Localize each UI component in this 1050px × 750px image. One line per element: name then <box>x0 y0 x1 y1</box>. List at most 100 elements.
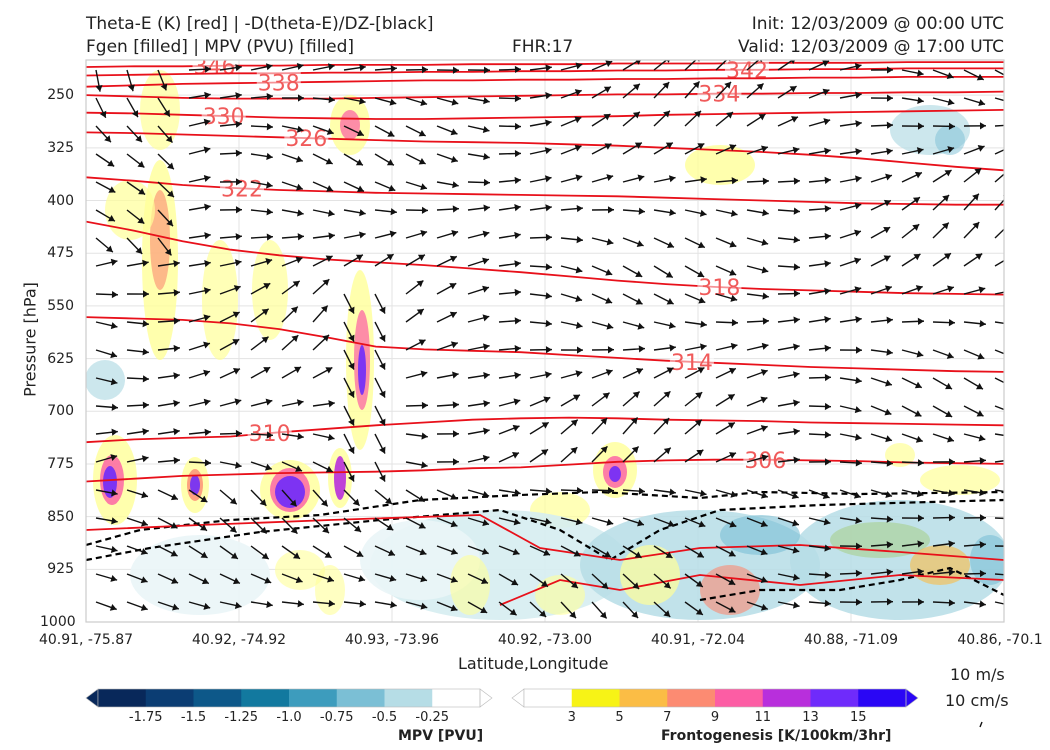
wind-arrowhead <box>545 233 552 241</box>
wind-arrowhead <box>320 305 328 313</box>
wind-arrowhead <box>359 209 366 217</box>
wind-arrowhead <box>634 142 642 149</box>
wind-arrowhead <box>266 208 273 216</box>
wind-arrowhead <box>452 66 459 74</box>
wind-arrowhead <box>418 129 426 137</box>
wind-arrowhead <box>450 548 458 555</box>
colorbar-tick-label: -0.5 <box>371 710 398 725</box>
wind-arrowhead <box>792 546 800 554</box>
wind-arrowhead <box>419 548 427 556</box>
wind-arrowhead <box>266 233 273 241</box>
wind-arrowhead <box>635 270 643 277</box>
wind-vectors <box>95 60 1017 619</box>
fill-region <box>700 565 760 615</box>
wind-arrowhead <box>635 298 643 305</box>
wind-arrowhead <box>948 540 955 548</box>
wind-arrowhead <box>824 571 831 579</box>
wind-arrowhead <box>326 128 334 135</box>
fgen-colorbar-swatch <box>715 689 764 707</box>
wind-arrowhead <box>355 159 363 166</box>
wind-arrowhead <box>727 422 735 429</box>
fgen-colorbar-min-extend <box>511 688 525 708</box>
wind-arrowhead <box>667 241 674 248</box>
wind-arrowhead <box>729 520 737 528</box>
wind-arrowhead <box>297 233 304 241</box>
wind-arrowhead <box>235 233 242 241</box>
wind-arrowhead <box>512 452 519 459</box>
wind-arrowhead <box>697 143 705 150</box>
wind-arrowhead <box>235 120 242 128</box>
wind-arrowhead <box>173 344 180 353</box>
wind-arrowhead <box>514 345 521 353</box>
wind-arrowhead <box>917 568 924 576</box>
wind-arrowhead <box>141 491 148 499</box>
wind-arrowhead <box>449 311 457 319</box>
wind-arrowhead <box>855 376 862 384</box>
wind-arrowhead <box>420 575 428 583</box>
theta-e-contour-306 <box>86 458 1004 483</box>
wind-arrowhead <box>140 604 148 611</box>
y-tick-label: 325 <box>47 139 74 156</box>
wind-arrowhead <box>390 208 397 216</box>
wind-arrow <box>994 601 1004 605</box>
wind-arrowhead <box>979 514 986 522</box>
wind-arrowhead <box>541 449 549 456</box>
plot-area: 346342338334330326322318314310306 <box>86 60 1017 622</box>
theta-e-low-contour-2 <box>499 574 1004 606</box>
wind-arrowhead <box>855 598 862 606</box>
mpv-colorbar-swatch <box>98 689 147 707</box>
wind-arrow <box>653 60 668 71</box>
wind-arrowhead <box>203 174 211 183</box>
wind-arrowhead <box>482 490 490 498</box>
wind-arrowhead <box>637 519 644 527</box>
x-tick-label: 40.86, -70.1 <box>957 632 1043 648</box>
wind-arrowhead <box>916 69 924 77</box>
wind-arrowhead <box>261 552 269 560</box>
wind-arrowhead <box>172 603 179 611</box>
wind-arrowhead <box>663 391 671 399</box>
wind-arrowhead <box>975 383 983 390</box>
wind-arrowhead <box>570 419 578 427</box>
wind-arrowhead <box>387 130 395 137</box>
wind-arrowhead <box>110 258 118 266</box>
wind-arrowhead <box>634 551 642 558</box>
wind-arrowhead <box>793 428 800 436</box>
wind-arrowhead <box>731 177 738 185</box>
fill-region <box>535 575 585 615</box>
wind-arrowhead <box>1010 287 1017 294</box>
wind-arrowhead <box>607 346 614 354</box>
wind-arrowhead <box>917 514 924 522</box>
wind-arrowhead <box>1010 602 1017 609</box>
wind-arrowhead <box>421 461 428 469</box>
wind-arrowhead <box>698 520 706 528</box>
wind-arrow <box>994 198 1004 211</box>
wind-arrowhead <box>696 551 704 558</box>
wind-arrowhead <box>137 160 145 168</box>
x-tick-label: 40.93, -73.96 <box>344 632 440 648</box>
wind-arrowhead <box>948 514 955 522</box>
wind-arrowhead <box>885 173 892 181</box>
fill-region <box>885 443 915 467</box>
wind-arrowhead <box>450 128 458 136</box>
wind-arrowhead <box>604 143 612 150</box>
wind-arrowhead <box>1008 144 1015 151</box>
wind-arrowhead <box>232 339 240 346</box>
wind-arrowhead <box>948 122 955 130</box>
wind-arrowhead <box>1007 255 1014 261</box>
wind-arrowhead <box>576 486 583 495</box>
wind-arrowhead <box>669 488 676 496</box>
stability-contour-3 <box>699 566 1004 602</box>
fill-region <box>334 456 346 500</box>
wind-arrowhead <box>359 600 366 608</box>
wind-arrowhead <box>420 229 428 237</box>
wind-arrowhead <box>420 99 428 107</box>
wind-arrowhead <box>914 171 922 179</box>
wind-arrowhead <box>668 321 676 329</box>
wind-arrowhead <box>605 297 613 304</box>
wind-arrowhead <box>947 435 954 443</box>
wind-arrowhead <box>638 487 645 495</box>
wind-arrowhead <box>297 209 304 217</box>
wind-arrowhead <box>141 455 149 463</box>
wind-arrowhead <box>173 456 180 465</box>
wind-arrowhead <box>603 86 611 93</box>
